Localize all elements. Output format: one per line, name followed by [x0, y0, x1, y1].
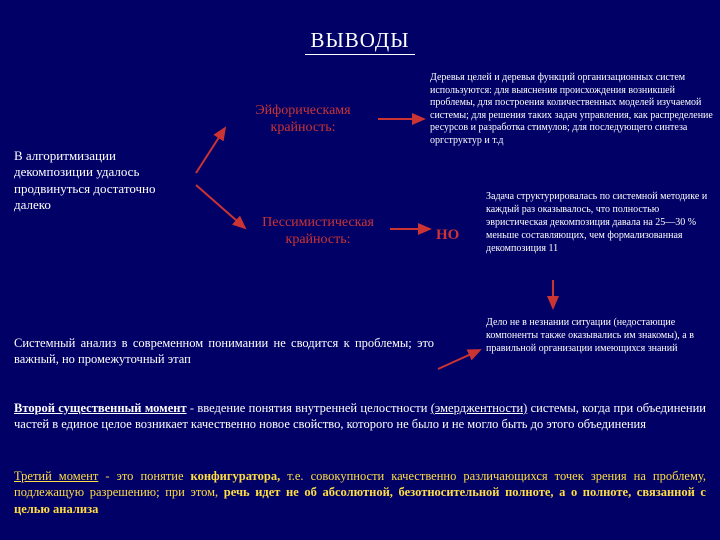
- euphoric-label: Эйфорическамя крайность:: [228, 103, 378, 137]
- knowledge-text: Дело не в незнании ситуации (недостающие…: [486, 316, 708, 355]
- second-moment-text: Второй существенный момент - введение по…: [14, 400, 706, 433]
- third-moment-lead: Третий момент: [14, 469, 98, 483]
- third-moment-mid1: - это понятие: [98, 469, 190, 483]
- emergence-term: (эмерджентности): [431, 401, 528, 415]
- page-title: ВЫВОДЫ: [0, 28, 720, 53]
- system-analysis-text: Системный анализ в современном понимании…: [14, 335, 434, 368]
- euphoric-description: Деревья целей и деревья функций организа…: [430, 72, 716, 147]
- pessimistic-description: Задача структурировалась по системной ме…: [486, 190, 712, 255]
- no-label: НО: [436, 227, 459, 244]
- second-moment-mid: - введение понятия внутренней целостност…: [187, 401, 431, 415]
- pessimistic-label: Пессимистическая крайность:: [238, 215, 398, 249]
- third-moment-text: Третий момент - это понятие конфигуратор…: [14, 468, 706, 517]
- configurator-term: конфигуратора,: [191, 469, 281, 483]
- left-intro-text: В алгоритмизации декомпозиции удалось пр…: [14, 148, 194, 213]
- arrow: [438, 350, 480, 369]
- second-moment-lead: Второй существенный момент: [14, 401, 187, 415]
- arrow: [196, 128, 225, 173]
